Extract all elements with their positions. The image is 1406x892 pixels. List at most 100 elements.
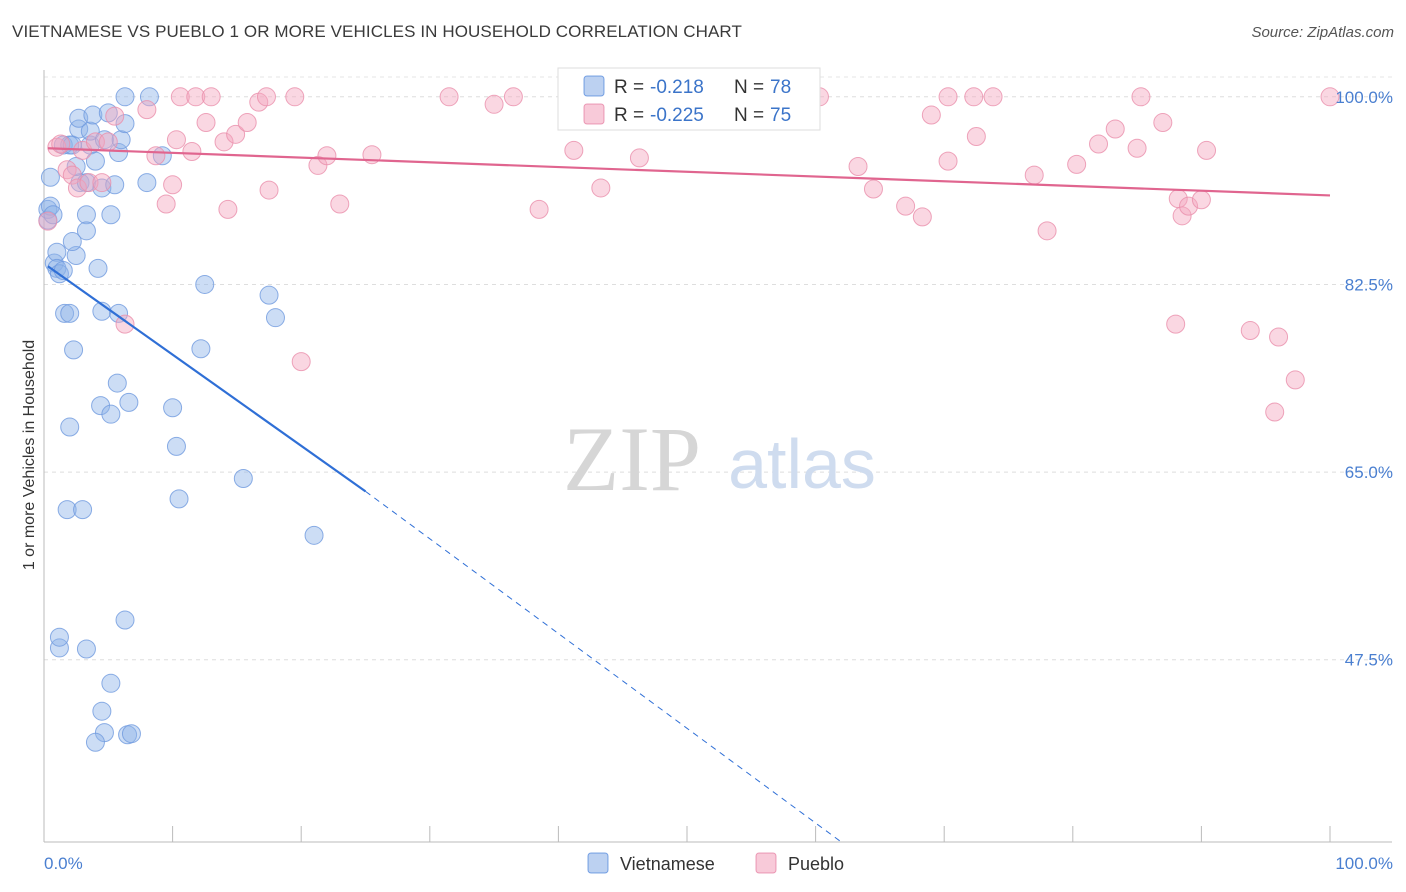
pueblo-point-42 <box>629 148 649 168</box>
vietnamese-point-53 <box>233 469 253 489</box>
pueblo-point-31 <box>291 352 311 372</box>
pueblo-point-65 <box>1172 206 1192 226</box>
pueblo-point-69 <box>1166 314 1186 334</box>
vietnamese-point-38 <box>60 303 80 323</box>
gridlines <box>44 76 1392 661</box>
legend-r-label-0: R = <box>614 77 644 98</box>
pueblo-point-18 <box>170 87 190 107</box>
vietnamese-point-25 <box>88 258 108 278</box>
vietnamese-point-54 <box>169 489 189 509</box>
pueblo-point-29 <box>259 180 279 200</box>
vietnamese-point-6 <box>47 242 67 262</box>
pueblo-point-3 <box>57 160 77 180</box>
data-points <box>38 87 1340 752</box>
pueblo-point-73 <box>1265 402 1285 422</box>
vietnamese-point-22 <box>80 121 100 141</box>
vietnamese-point-26 <box>92 178 112 198</box>
watermark-zip: ZIP <box>563 408 701 510</box>
pueblo-point-52 <box>938 87 958 107</box>
chart-title: VIETNAMESE VS PUEBLO 1 OR MORE VEHICLES … <box>12 22 742 41</box>
vietnamese-point-59 <box>49 638 69 658</box>
vietnamese-point-33 <box>115 87 135 107</box>
vietnamese-point-57 <box>304 525 324 545</box>
pueblo-point-56 <box>1024 165 1044 185</box>
pueblo-point-71 <box>1269 327 1289 347</box>
vietnamese-point-16 <box>69 119 89 139</box>
vietnamese-point-64 <box>85 732 105 752</box>
y-tick-label-0: 47.5% <box>1345 651 1393 670</box>
pueblo-point-49 <box>912 207 932 227</box>
vietnamese-point-32 <box>115 114 135 134</box>
legend-n-label-0: N = <box>734 77 764 98</box>
pueblo-point-4 <box>62 165 82 185</box>
vietnamese-point-41 <box>109 303 129 323</box>
vietnamese-point-55 <box>57 500 77 520</box>
legend: R = -0.218 N = 78 R = -0.225 N = 75 <box>557 67 821 131</box>
vietnamese-point-46 <box>107 373 127 393</box>
pueblo-point-40 <box>564 140 584 160</box>
vietnamese-trend-line <box>47 265 367 493</box>
pueblo-point-2 <box>51 134 71 154</box>
legend-n-label-1: N = <box>734 105 764 126</box>
pueblo-point-33 <box>317 146 337 166</box>
pueblo-point-46 <box>848 157 868 176</box>
source-label: Source: ZipAtlas.com <box>1251 24 1394 41</box>
vietnamese-point-39 <box>64 340 84 360</box>
vietnamese-point-23 <box>83 105 103 125</box>
pueblo-point-57 <box>1037 221 1057 241</box>
pueblo-point-68 <box>1197 140 1217 160</box>
vietnamese-point-37 <box>55 303 75 323</box>
vietnamese-point-56 <box>73 500 93 520</box>
pueblo-point-22 <box>201 87 221 107</box>
pueblo-point-36 <box>439 87 459 107</box>
pueblo-point-38 <box>503 87 523 107</box>
legend-r-label-1: R = <box>614 105 644 126</box>
vietnamese-point-62 <box>92 701 112 721</box>
pueblo-point-12 <box>115 314 135 334</box>
vietnamese-point-24 <box>85 151 105 171</box>
vietnamese-point-52 <box>60 417 80 437</box>
vietnamese-point-43 <box>259 285 279 305</box>
vietnamese-point-3 <box>43 205 63 225</box>
pueblo-point-39 <box>529 199 549 219</box>
tick-labels: 47.5% 65.0% 82.5% 100.0% 0.0% 100.0% <box>44 88 1393 873</box>
bottom-legend-swatch-1 <box>755 852 777 874</box>
y-tick-label-3: 100.0% <box>1335 88 1393 107</box>
vietnamese-point-4 <box>40 167 60 187</box>
pueblo-point-54 <box>966 126 986 146</box>
vietnamese-point-58 <box>115 610 135 630</box>
vietnamese-point-35 <box>137 173 157 193</box>
bottom-legend-label-0: Vietnamese <box>620 854 715 874</box>
pueblo-point-61 <box>1127 138 1147 158</box>
legend-n-value-0: 78 <box>770 77 791 98</box>
pueblo-point-70 <box>1240 321 1260 341</box>
y-tick-label-1: 65.0% <box>1345 463 1393 482</box>
watermark-atlas: atlas <box>728 425 876 503</box>
vietnamese-point-44 <box>265 308 285 328</box>
bottom-legend: Vietnamese Pueblo <box>587 852 844 874</box>
pueblo-point-48 <box>896 196 916 216</box>
pueblo-point-15 <box>156 194 176 214</box>
pueblo-point-53 <box>964 87 984 107</box>
vietnamese-point-61 <box>101 673 121 693</box>
legend-n-value-1: 75 <box>770 105 791 126</box>
pueblo-point-41 <box>591 178 611 198</box>
legend-r-value-1: -0.225 <box>650 105 704 126</box>
vietnamese-point-60 <box>76 639 96 659</box>
legend-r-value-0: -0.218 <box>650 77 704 98</box>
pueblo-point-59 <box>1089 134 1109 154</box>
vietnamese-trend-extension <box>365 490 842 843</box>
vietnamese-point-20 <box>76 221 96 241</box>
pueblo-point-34 <box>330 194 350 214</box>
pueblo-point-25 <box>226 124 246 144</box>
vietnamese-point-17 <box>69 108 89 128</box>
pueblo-point-24 <box>218 199 238 219</box>
vietnamese-point-66 <box>121 724 141 744</box>
pueblo-point-55 <box>983 87 1003 107</box>
axes <box>43 70 1392 843</box>
vietnamese-point-51 <box>166 436 186 456</box>
pueblo-point-14 <box>146 146 166 166</box>
pueblo-point-30 <box>285 87 305 107</box>
pueblo-point-17 <box>166 130 186 150</box>
